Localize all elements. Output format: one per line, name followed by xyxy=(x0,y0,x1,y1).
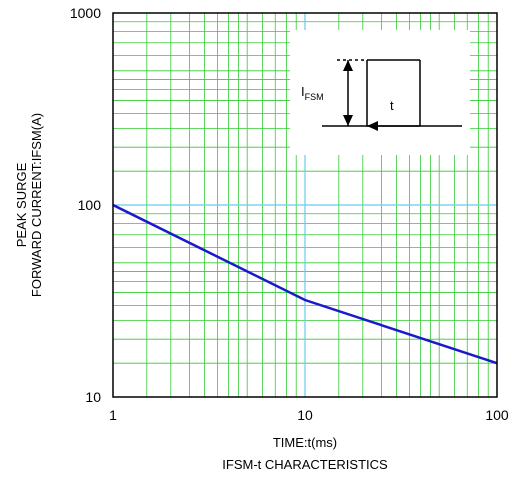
x-axis-label: TIME:t(ms) xyxy=(273,435,337,450)
tick-labels: 1 10 100 10 100 1000 xyxy=(70,5,509,423)
inset-diagram: IFSM t xyxy=(290,30,470,155)
chart-caption: IFSM-t CHARACTERISTICS xyxy=(222,457,388,472)
y-tick-label: 10 xyxy=(85,389,101,405)
x-tick-label: 10 xyxy=(297,407,313,423)
plot-frame xyxy=(112,12,498,398)
y-tick-label: 100 xyxy=(78,197,102,213)
series xyxy=(112,203,498,365)
x-tick-label: 1 xyxy=(109,407,117,423)
inset-ifsm-label: IFSM xyxy=(301,84,324,102)
x-tick-label: 100 xyxy=(485,407,509,423)
inset-background xyxy=(290,30,470,155)
inset-arrowhead-up xyxy=(343,60,353,71)
y-tick-label: 1000 xyxy=(70,5,101,21)
inset-arrowhead-left xyxy=(367,121,378,131)
inset-arrowhead-down xyxy=(343,115,353,126)
y-axis-label-line1: PEAK SURGE xyxy=(14,162,29,247)
inset-t-label: t xyxy=(390,98,394,113)
y-axis-label-line2: FORWARD CURRENT:IFSM(A) xyxy=(29,113,44,297)
series-line xyxy=(112,203,498,365)
